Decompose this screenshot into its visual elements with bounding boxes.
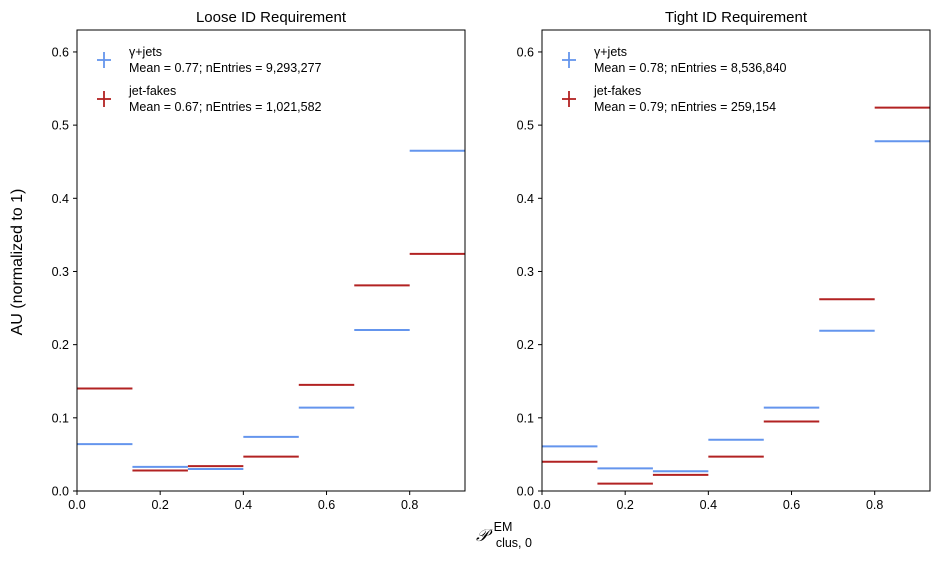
x-tick-label: 0.0 [68, 498, 85, 512]
x-tick-label: 0.6 [318, 498, 335, 512]
y-tick-label: 0.5 [52, 119, 69, 133]
legend-series-stats: Mean = 0.77; nEntries = 9,293,277 [129, 61, 322, 75]
series-gamma-jets [542, 140, 931, 473]
y-axis-label: AU (normalized to 1) [9, 189, 26, 336]
y-tick-label: 0.0 [52, 485, 69, 499]
panel-tight-id: Tight ID Requirement 0.0 0.2 0.4 0.6 0.8 0.0 0.… [517, 9, 931, 512]
y-tick-label: 0.4 [517, 192, 534, 206]
x-tick-label: 0.4 [235, 498, 252, 512]
x-axis-label-main: 𝒫 [476, 526, 493, 546]
y-tick-label: 0.2 [52, 338, 69, 352]
y-tick-label: 0.6 [517, 45, 534, 59]
x-tick-label: 0.4 [700, 498, 717, 512]
x-axis-label: 𝒫 EM clus, 0 [476, 516, 532, 550]
legend-entry: γ+jets Mean = 0.78; nEntries = 8,536,840 [562, 45, 787, 75]
x-tick-label: 0.6 [783, 498, 800, 512]
legend-series-name: jet-fakes [593, 84, 641, 98]
legend-series-stats: Mean = 0.67; nEntries = 1,021,582 [129, 100, 322, 114]
legend-entry: γ+jets Mean = 0.77; nEntries = 9,293,277 [97, 45, 322, 75]
y-tick-label: 0.6 [52, 45, 69, 59]
y-tick-label: 0.2 [517, 338, 534, 352]
x-tick-label: 0.2 [616, 498, 633, 512]
legend-series-stats: Mean = 0.79; nEntries = 259,154 [594, 100, 776, 114]
series-jet-fakes [77, 252, 466, 472]
axes-frame [76, 29, 466, 492]
y-tick-label: 0.1 [52, 411, 69, 425]
panel-title: Loose ID Requirement [196, 9, 347, 26]
legend-series-name: γ+jets [129, 45, 162, 59]
legend-series-stats: Mean = 0.78; nEntries = 8,536,840 [594, 61, 787, 75]
legend-entry: jet-fakes Mean = 0.67; nEntries = 1,021,5… [97, 84, 322, 114]
legend-series-name: jet-fakes [128, 84, 176, 98]
x-axis-label-sub: clus, 0 [496, 536, 532, 550]
x-tick-label: 0.2 [151, 498, 168, 512]
y-tick-label: 0.1 [517, 411, 534, 425]
legend-series-name: γ+jets [594, 45, 627, 59]
y-tick-label: 0.5 [517, 119, 534, 133]
y-tick-label: 0.3 [52, 265, 69, 279]
y-tick-label: 0.4 [52, 192, 69, 206]
x-axis-label-sup: EM [494, 520, 513, 534]
axes-frame [541, 29, 931, 492]
legend-entry: jet-fakes Mean = 0.79; nEntries = 259,154 [562, 84, 776, 114]
y-tick-label: 0.3 [517, 265, 534, 279]
panel-title: Tight ID Requirement [665, 9, 808, 26]
x-tick-label: 0.8 [401, 498, 418, 512]
x-tick-label: 0.0 [533, 498, 550, 512]
y-tick-label: 0.0 [517, 485, 534, 499]
series-gamma-jets [77, 149, 466, 471]
series-jet-fakes [542, 106, 931, 485]
panel-loose-id: Loose ID Requirement 0.0 0.2 0.4 0.6 0.8 0.0 0.… [52, 9, 466, 512]
x-tick-label: 0.8 [866, 498, 883, 512]
